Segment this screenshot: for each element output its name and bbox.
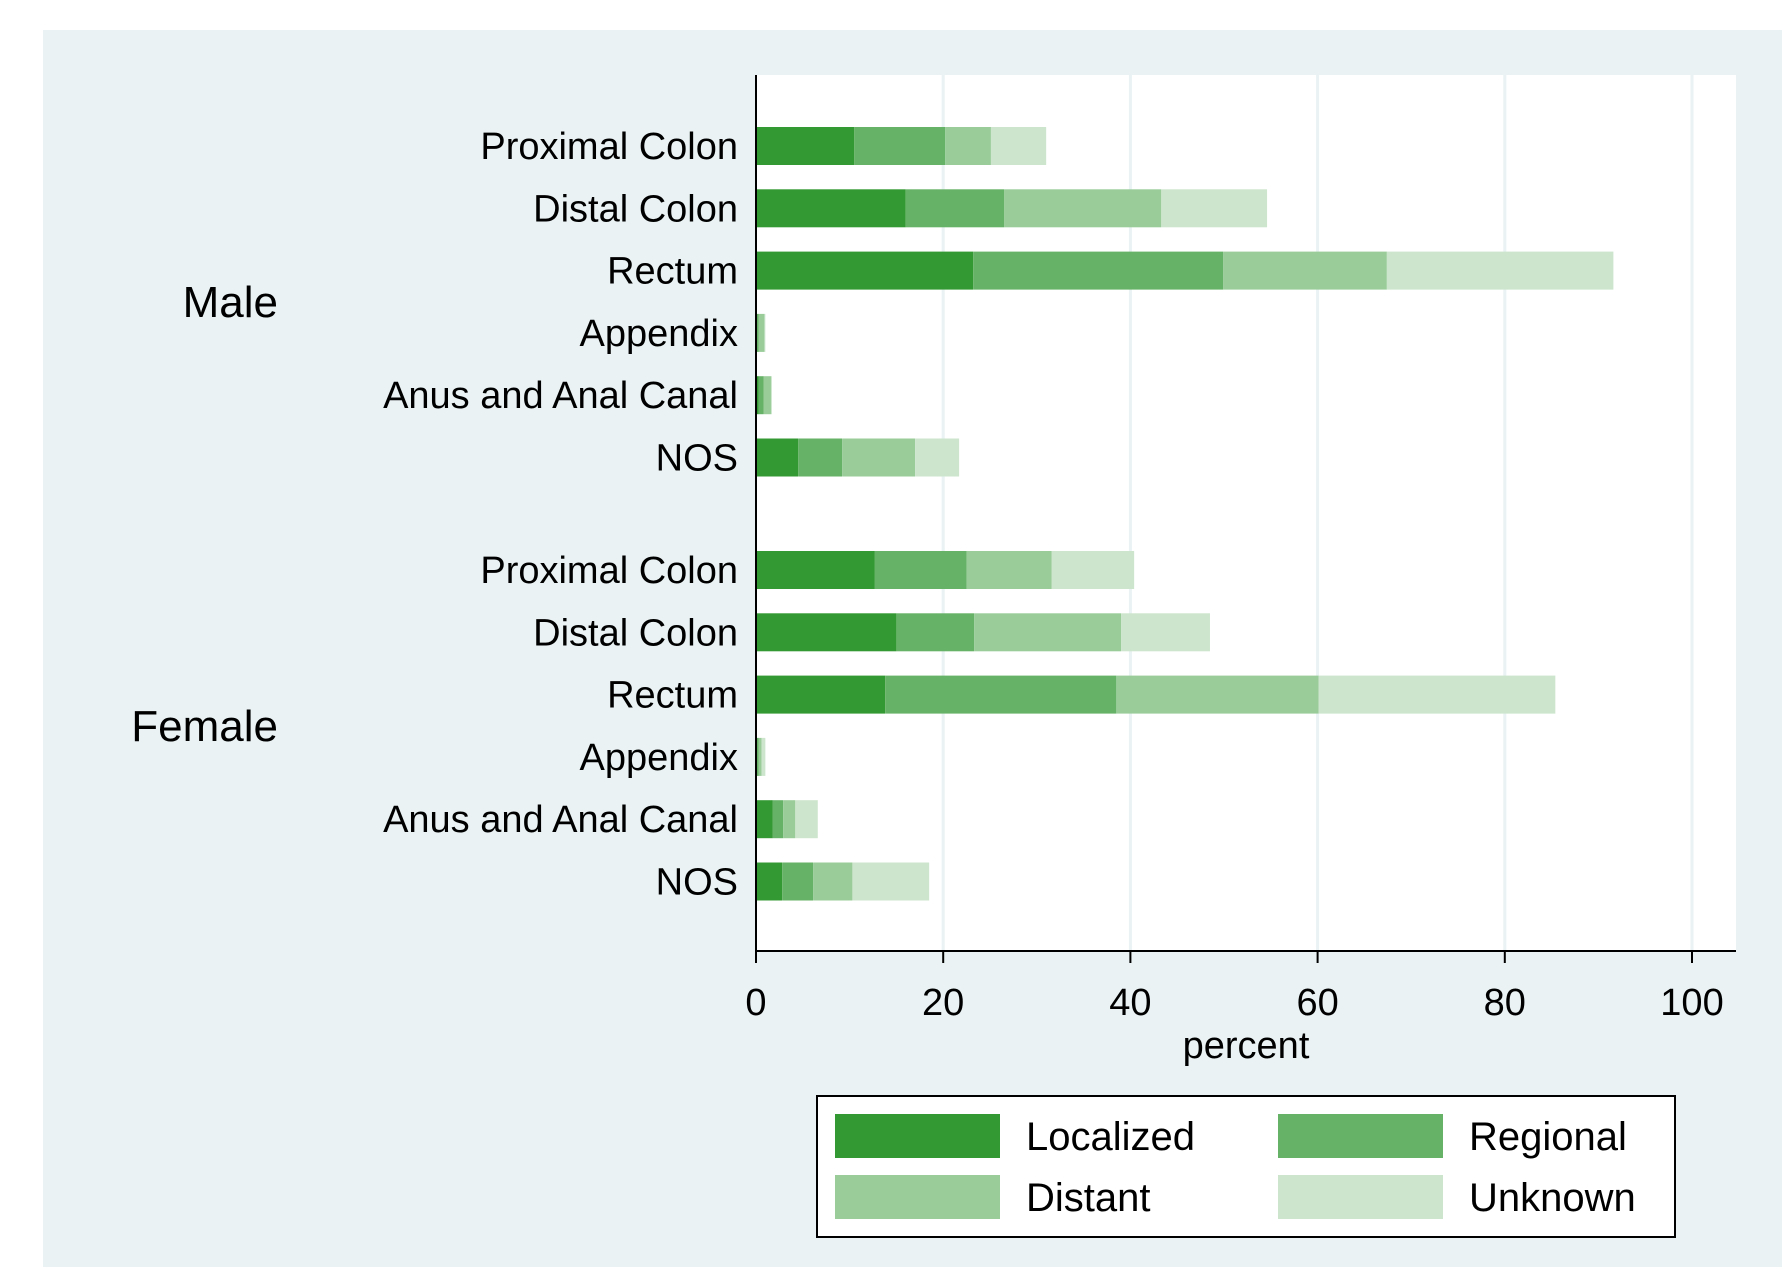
bar-male-anus-and-anal-canal-localized bbox=[756, 376, 759, 415]
bar-female-nos-localized bbox=[756, 862, 783, 901]
category-label-male-nos: NOS bbox=[656, 438, 738, 480]
category-labels: Proximal Colon Distal Colon Rectum Appendix… bbox=[383, 126, 738, 904]
bar-female-anus-and-anal-canal-unknown bbox=[795, 800, 818, 839]
group-labels: Male Female bbox=[131, 278, 278, 751]
legend-swatch-unknown bbox=[1278, 1175, 1443, 1219]
category-label-female-appendix: Appendix bbox=[580, 737, 738, 779]
bar-female-anus-and-anal-canal-regional bbox=[772, 800, 784, 839]
legend-label-regional: Regional bbox=[1469, 1115, 1627, 1159]
x-tick-label-80: 80 bbox=[1484, 982, 1526, 1024]
bar-female-distal-colon-unknown bbox=[1121, 613, 1210, 652]
bar-male-anus-and-anal-canal-unknown bbox=[770, 376, 772, 415]
category-label-female-nos: NOS bbox=[656, 862, 738, 904]
legend-label-distant: Distant bbox=[1026, 1176, 1151, 1220]
bar-male-anus-and-anal-canal-distant bbox=[763, 376, 771, 415]
bar-male-appendix-unknown bbox=[764, 313, 766, 352]
axes bbox=[755, 75, 1736, 952]
legend-label-unknown: Unknown bbox=[1469, 1176, 1636, 1220]
bar-female-proximal-colon-distant bbox=[966, 551, 1052, 589]
category-label-female-proximal-colon: Proximal Colon bbox=[480, 550, 738, 592]
bar-female-nos-distant bbox=[813, 862, 853, 901]
category-label-male-distal-colon: Distal Colon bbox=[533, 188, 738, 230]
bar-male-nos-unknown bbox=[915, 438, 960, 477]
x-tick-label-20: 20 bbox=[922, 982, 964, 1024]
x-tick-label-40: 40 bbox=[1109, 982, 1151, 1024]
bar-male-rectum-distant bbox=[1223, 251, 1387, 290]
bar-female-nos-regional bbox=[782, 862, 814, 901]
x-ticks: 0 20 40 60 80 100 bbox=[745, 951, 1724, 1024]
x-axis-label: percent bbox=[1183, 1025, 1310, 1067]
bar-male-nos-regional bbox=[798, 438, 843, 477]
bar-female-rectum-localized bbox=[756, 675, 886, 714]
bar-female-proximal-colon-regional bbox=[874, 551, 967, 589]
bar-female-distal-colon-localized bbox=[756, 613, 897, 652]
category-label-male-rectum: Rectum bbox=[607, 251, 738, 293]
legend: Localized Regional Distant Unknown bbox=[816, 1095, 1676, 1238]
bar-male-distal-colon-unknown bbox=[1161, 189, 1268, 228]
bar-female-appendix-unknown bbox=[761, 737, 766, 776]
bar-male-rectum-unknown bbox=[1386, 251, 1614, 290]
bar-male-rectum-localized bbox=[756, 251, 974, 290]
bar-female-distal-colon-regional bbox=[896, 613, 975, 652]
bars bbox=[756, 127, 1614, 901]
bar-male-rectum-regional bbox=[973, 251, 1224, 290]
bar-female-appendix-regional bbox=[756, 737, 759, 776]
bar-male-proximal-colon-distant bbox=[945, 127, 991, 165]
bar-female-anus-and-anal-canal-localized bbox=[756, 800, 773, 839]
x-tick-label-100: 100 bbox=[1660, 982, 1723, 1024]
bar-male-proximal-colon-regional bbox=[854, 127, 946, 165]
bar-female-distal-colon-distant bbox=[974, 613, 1122, 652]
bar-male-anus-and-anal-canal-regional bbox=[758, 376, 764, 415]
bar-male-appendix-distant bbox=[758, 313, 765, 352]
category-label-male-proximal-colon: Proximal Colon bbox=[480, 126, 738, 168]
category-label-male-anus-and-anal-canal: Anus and Anal Canal bbox=[383, 375, 738, 417]
legend-label-localized: Localized bbox=[1026, 1115, 1195, 1159]
bar-female-appendix-distant bbox=[758, 737, 762, 776]
legend-swatch-localized bbox=[835, 1114, 1000, 1158]
bar-female-anus-and-anal-canal-distant bbox=[783, 800, 796, 839]
bar-male-distal-colon-distant bbox=[1004, 189, 1162, 228]
bar-female-nos-unknown bbox=[852, 862, 930, 901]
bar-male-appendix-regional bbox=[756, 313, 759, 352]
category-label-female-rectum: Rectum bbox=[607, 675, 738, 717]
bar-male-distal-colon-regional bbox=[905, 189, 1005, 228]
bar-male-proximal-colon-localized bbox=[756, 127, 855, 165]
group-label-female: Female bbox=[131, 702, 278, 751]
group-label-male: Male bbox=[183, 278, 278, 327]
category-label-female-distal-colon: Distal Colon bbox=[533, 612, 738, 654]
legend-swatch-regional bbox=[1278, 1114, 1443, 1158]
bar-male-proximal-colon-unknown bbox=[990, 127, 1047, 165]
x-tick-label-60: 60 bbox=[1296, 982, 1338, 1024]
bar-male-nos-localized bbox=[756, 438, 799, 477]
category-label-male-appendix: Appendix bbox=[580, 313, 738, 355]
bar-female-rectum-regional bbox=[885, 675, 1117, 714]
category-label-female-anus-and-anal-canal: Anus and Anal Canal bbox=[383, 799, 738, 841]
x-tick-label-0: 0 bbox=[745, 982, 766, 1024]
bar-female-rectum-distant bbox=[1116, 675, 1319, 714]
bar-female-proximal-colon-localized bbox=[756, 551, 875, 589]
bar-male-nos-distant bbox=[842, 438, 916, 477]
bar-female-rectum-unknown bbox=[1318, 675, 1556, 714]
legend-swatch-distant bbox=[835, 1175, 1000, 1219]
bar-female-proximal-colon-unknown bbox=[1051, 551, 1135, 589]
bar-male-distal-colon-localized bbox=[756, 189, 906, 228]
